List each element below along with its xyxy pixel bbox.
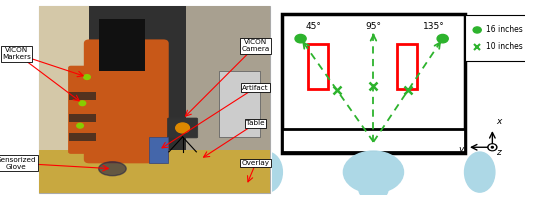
Ellipse shape	[252, 152, 282, 192]
Text: Artifact: Artifact	[243, 85, 269, 91]
Circle shape	[490, 145, 496, 150]
FancyBboxPatch shape	[84, 39, 169, 163]
FancyBboxPatch shape	[465, 16, 530, 61]
Text: Overlay: Overlay	[242, 160, 270, 166]
Text: y: y	[458, 145, 464, 154]
Text: 45°: 45°	[305, 21, 321, 31]
Circle shape	[488, 144, 497, 151]
Ellipse shape	[465, 152, 495, 192]
FancyBboxPatch shape	[219, 71, 260, 137]
FancyBboxPatch shape	[39, 6, 89, 193]
Circle shape	[473, 27, 481, 33]
Text: VICON
Markers: VICON Markers	[2, 47, 31, 60]
Circle shape	[491, 146, 493, 148]
FancyBboxPatch shape	[69, 114, 96, 122]
Ellipse shape	[359, 178, 388, 199]
Circle shape	[437, 34, 448, 43]
Circle shape	[77, 123, 84, 128]
FancyBboxPatch shape	[98, 19, 145, 71]
Text: 10 inches: 10 inches	[486, 42, 523, 51]
Circle shape	[84, 75, 90, 79]
Text: x: x	[496, 117, 502, 126]
Text: Sensorized
Glove: Sensorized Glove	[0, 157, 36, 170]
FancyBboxPatch shape	[308, 44, 328, 89]
Ellipse shape	[98, 162, 126, 176]
FancyBboxPatch shape	[39, 150, 270, 193]
FancyBboxPatch shape	[397, 44, 417, 89]
FancyBboxPatch shape	[69, 133, 96, 141]
FancyBboxPatch shape	[89, 6, 186, 174]
FancyBboxPatch shape	[39, 6, 270, 193]
Text: VICON
Camera: VICON Camera	[241, 39, 270, 52]
FancyBboxPatch shape	[167, 118, 198, 138]
FancyBboxPatch shape	[282, 14, 465, 153]
Text: 95°: 95°	[365, 21, 382, 31]
Text: Table: Table	[246, 120, 265, 126]
Circle shape	[176, 123, 189, 133]
Circle shape	[295, 34, 306, 43]
FancyBboxPatch shape	[186, 6, 270, 193]
FancyBboxPatch shape	[150, 137, 168, 163]
Text: z: z	[496, 147, 501, 157]
FancyBboxPatch shape	[282, 129, 465, 152]
FancyBboxPatch shape	[0, 0, 275, 199]
FancyBboxPatch shape	[69, 92, 96, 100]
Ellipse shape	[343, 151, 404, 193]
Text: 16 inches: 16 inches	[486, 25, 523, 34]
Circle shape	[79, 101, 86, 106]
Text: 135°: 135°	[423, 21, 444, 31]
FancyBboxPatch shape	[68, 66, 97, 154]
